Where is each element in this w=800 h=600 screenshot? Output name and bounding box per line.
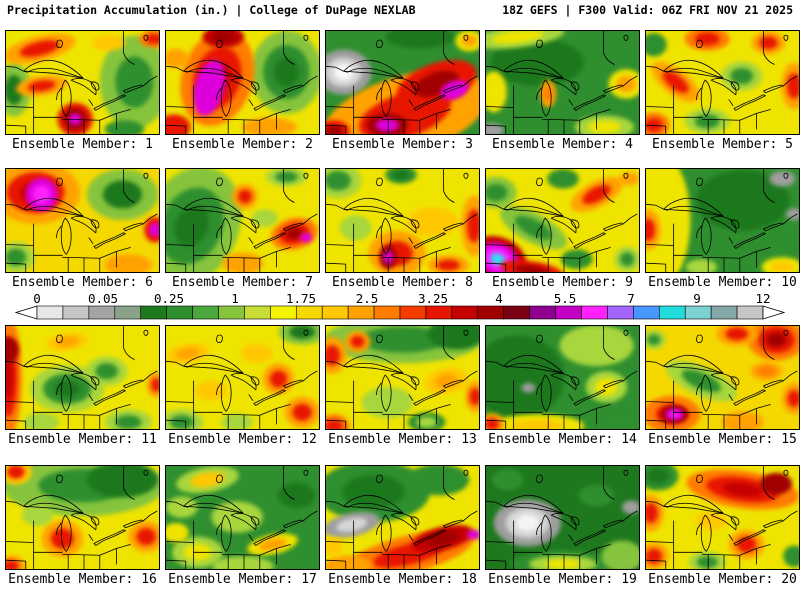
precip-map-4: [485, 30, 640, 135]
panel-caption-13: Ensemble Member: 13: [328, 432, 477, 447]
header-bar: Precipitation Accumulation (in.) | Colle…: [0, 3, 800, 17]
panel-caption-9: Ensemble Member: 9: [492, 275, 633, 290]
precip-map-6: [5, 168, 160, 273]
ensemble-panel-8: Ensemble Member: 8: [325, 168, 480, 290]
precip-map-3: [325, 30, 480, 135]
panel-row: Ensemble Member: 16 Ensemble Member: 17 En…: [5, 465, 800, 587]
ensemble-panel-19: Ensemble Member: 19: [485, 465, 640, 587]
colorbar-tick-label: 0.25: [153, 291, 185, 306]
precip-map-12: [165, 325, 320, 430]
ensemble-panel-2: Ensemble Member: 2: [165, 30, 320, 152]
ensemble-panel-12: Ensemble Member: 12: [165, 325, 320, 447]
panel-caption-6: Ensemble Member: 6: [12, 275, 153, 290]
colorbar-tick-label: 7: [627, 291, 635, 306]
ensemble-panel-11: Ensemble Member: 11: [5, 325, 160, 447]
panel-row: Ensemble Member: 11 Ensemble Member: 12 En…: [5, 325, 800, 447]
colorbar-tick-label: 0.05: [87, 291, 119, 306]
panel-caption-1: Ensemble Member: 1: [12, 137, 153, 152]
ensemble-panel-15: Ensemble Member: 15: [645, 325, 800, 447]
colorbar-tick-label: 9: [693, 291, 701, 306]
panel-caption-5: Ensemble Member: 5: [652, 137, 793, 152]
precip-map-11: [5, 325, 160, 430]
ensemble-panel-10: Ensemble Member: 10: [645, 168, 800, 290]
precip-map-15: [645, 325, 800, 430]
precip-map-10: [645, 168, 800, 273]
colorbar-tick-label: 5.5: [553, 291, 577, 306]
precip-map-5: [645, 30, 800, 135]
colorbar-tick-label: 4: [495, 291, 503, 306]
panel-caption-16: Ensemble Member: 16: [8, 572, 157, 587]
precip-map-14: [485, 325, 640, 430]
ensemble-panel-7: Ensemble Member: 7: [165, 168, 320, 290]
panel-caption-3: Ensemble Member: 3: [332, 137, 473, 152]
colorbar-tick-label: 0: [33, 291, 41, 306]
panel-caption-2: Ensemble Member: 2: [172, 137, 313, 152]
colorbar-tick-label: 3.25: [417, 291, 449, 306]
precip-map-8: [325, 168, 480, 273]
precip-map-20: [645, 465, 800, 570]
colorbar-tick-label: 12: [755, 291, 771, 306]
panel-caption-17: Ensemble Member: 17: [168, 572, 317, 587]
panel-caption-11: Ensemble Member: 11: [8, 432, 157, 447]
precip-map-13: [325, 325, 480, 430]
ensemble-panel-6: Ensemble Member: 6: [5, 168, 160, 290]
ensemble-panel-1: Ensemble Member: 1: [5, 30, 160, 152]
ensemble-panel-5: Ensemble Member: 5: [645, 30, 800, 152]
precip-map-16: [5, 465, 160, 570]
panel-row: Ensemble Member: 6 Ensemble Member: 7 Ense…: [5, 168, 800, 290]
ensemble-panel-3: Ensemble Member: 3: [325, 30, 480, 152]
precip-map-1: [5, 30, 160, 135]
colorbar: 0 0.05 0.25 1 1.75 2.5 3.25 4 5.5 7 9 12: [15, 291, 785, 321]
panel-caption-7: Ensemble Member: 7: [172, 275, 313, 290]
model-run-info: 18Z GEFS | F300 Valid: 06Z FRI NOV 21 20…: [502, 3, 793, 17]
colorbar-tick-label: 1: [231, 291, 239, 306]
ensemble-panel-14: Ensemble Member: 14: [485, 325, 640, 447]
precip-map-2: [165, 30, 320, 135]
panel-caption-20: Ensemble Member: 20: [648, 572, 797, 587]
precip-map-9: [485, 168, 640, 273]
precip-map-19: [485, 465, 640, 570]
panel-caption-18: Ensemble Member: 18: [328, 572, 477, 587]
precip-map-18: [325, 465, 480, 570]
ensemble-panel-13: Ensemble Member: 13: [325, 325, 480, 447]
colorbar-scale: [15, 305, 785, 320]
panel-caption-15: Ensemble Member: 15: [648, 432, 797, 447]
panel-caption-10: Ensemble Member: 10: [648, 275, 797, 290]
ensemble-panel-17: Ensemble Member: 17: [165, 465, 320, 587]
ensemble-panel-4: Ensemble Member: 4: [485, 30, 640, 152]
ensemble-panel-20: Ensemble Member: 20: [645, 465, 800, 587]
precip-map-17: [165, 465, 320, 570]
colorbar-tick-label: 1.75: [285, 291, 317, 306]
panel-caption-4: Ensemble Member: 4: [492, 137, 633, 152]
product-title: Precipitation Accumulation (in.) | Colle…: [7, 3, 416, 17]
panel-caption-8: Ensemble Member: 8: [332, 275, 473, 290]
panel-caption-19: Ensemble Member: 19: [488, 572, 637, 587]
colorbar-tick-label: 2.5: [355, 291, 379, 306]
ensemble-panel-18: Ensemble Member: 18: [325, 465, 480, 587]
precip-map-7: [165, 168, 320, 273]
ensemble-panel-9: Ensemble Member: 9: [485, 168, 640, 290]
ensemble-panel-16: Ensemble Member: 16: [5, 465, 160, 587]
panel-caption-14: Ensemble Member: 14: [488, 432, 637, 447]
panel-caption-12: Ensemble Member: 12: [168, 432, 317, 447]
panel-row: Ensemble Member: 1 Ensemble Member: 2 Ense…: [5, 30, 800, 152]
